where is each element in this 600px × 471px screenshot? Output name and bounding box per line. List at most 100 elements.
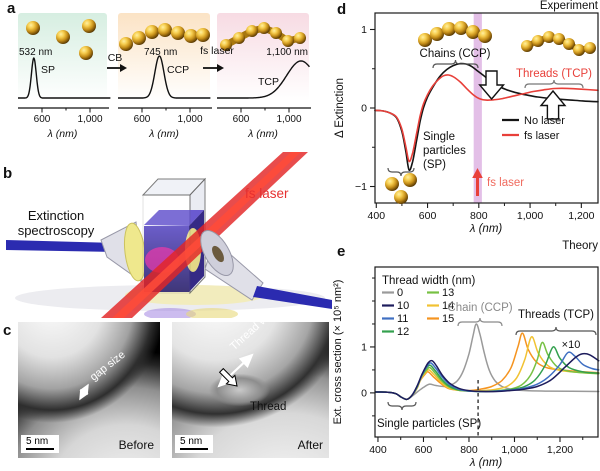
x-tick-label: 400 [368, 210, 386, 222]
gold-nanoparticle [270, 27, 282, 39]
plot-frame [374, 266, 599, 438]
gold-nanoparticle [282, 35, 294, 47]
single-particles-label: Single [423, 131, 455, 143]
cone-right-aperture [212, 245, 224, 263]
x-tick-label: 1,000 [501, 444, 527, 456]
mini-x-axis-label: λ (nm) [148, 128, 179, 140]
x-tick-label: 1,200 [547, 444, 573, 456]
threads-tcp-label: Threads (TCP) [518, 309, 594, 321]
scale-bar-text: 5 nm [26, 435, 49, 447]
brace [524, 79, 584, 89]
scale-bar-before: 5 nm [21, 434, 59, 453]
thread-width-arrow-icon [217, 353, 254, 388]
mini-x-tick-label: 600 [34, 114, 51, 125]
step-arrow-icon [217, 64, 224, 72]
gold-nanoparticle [158, 23, 172, 37]
y-axis-label: Δ Extinction [334, 78, 346, 138]
x-tick-label: 400 [369, 444, 387, 456]
y-tick-label: 0 [361, 387, 367, 399]
gold-nanoparticle [478, 29, 492, 43]
cb-step-label: CB [108, 52, 123, 64]
scale-bar-line [26, 448, 54, 450]
panel-a-spectra-schematic: 600 1,000 λ (nm) 532 nm SP 600 1,000 λ (nm) 745 … [18, 13, 311, 140]
gold-nanoparticle [26, 21, 40, 35]
gold-nanoparticle [553, 33, 565, 45]
panel-d-experiment-chart: 400 600 800 1,000 1,200 −1 0 1 Experiment λ (nm) Δ… [334, 0, 599, 235]
legend-entry-label: No laser [524, 115, 565, 127]
peak-wavelength-label: 1,100 nm [266, 47, 308, 58]
brace [387, 167, 415, 177]
mini-x-tick-label: 600 [233, 114, 250, 125]
y-tick-label: 1 [361, 341, 367, 353]
gold-nanoparticle [454, 21, 468, 35]
peak-wavelength-label: 532 nm [19, 47, 52, 58]
gold-nanoparticle [521, 40, 533, 52]
tem-left-annotations [79, 383, 89, 401]
corner-label-theory: Theory [562, 240, 598, 252]
legend-entry-label: 13 [442, 287, 454, 299]
gold-nanoparticle [294, 32, 306, 44]
tem-image-before: gap size 5 nm Before [18, 322, 160, 458]
brace [515, 326, 597, 336]
scale-bar-line [180, 448, 208, 450]
gold-nanoparticle [442, 22, 456, 36]
panel-label-e: e [337, 243, 346, 260]
gold-nanoparticle [246, 25, 258, 37]
step-arrow-icon [120, 64, 127, 72]
x-axis-label: λ (nm) [469, 457, 503, 469]
y-tick-label: −1 [355, 181, 367, 193]
probe-beam-left [6, 240, 117, 252]
stage-tint-box [18, 13, 107, 101]
mini-x-tick-label: 1,000 [177, 114, 202, 125]
peak-wavelength-label: 745 nm [144, 47, 177, 58]
gold-nanoparticle [119, 37, 133, 51]
tem-image-after: Thread width Thread 5 nm After [172, 322, 329, 458]
fs-laser-marker-arrow-icon [472, 168, 483, 178]
y-axis-label: Ext. cross section (× 10⁵ nm²) [332, 280, 344, 425]
single-particles-label: Single particles (SP) [377, 418, 481, 430]
fs-laser-beam-label: fs laser [245, 186, 289, 201]
mini-spectrum-curve [217, 60, 310, 99]
mini-spectrum-curve [18, 57, 111, 99]
mini-spectrum-curve [118, 55, 211, 99]
legend-title: Thread width (nm) [382, 275, 475, 287]
legend-entry-label: fs laser [524, 130, 560, 142]
legend-entry-label: 14 [442, 300, 454, 312]
fs-laser-wavelength-band [473, 13, 482, 203]
beam-smear-purple [144, 308, 196, 318]
gold-nanoparticle [171, 26, 185, 40]
extinction-label-line1: Extinction [28, 208, 84, 223]
brace [457, 317, 503, 327]
gold-nanoparticle [196, 28, 210, 42]
fs-laser-marker-label: fs laser [487, 177, 524, 189]
x-tick-label: 600 [415, 444, 433, 456]
gold-nanoparticle [258, 22, 270, 34]
thread-label: Thread [250, 401, 287, 413]
increase-block-arrow-icon [539, 89, 567, 120]
gold-nanoparticle [385, 177, 399, 191]
mini-x-tick-label: 1,000 [77, 114, 102, 125]
thread-pointer-arrow-icon [218, 367, 238, 387]
mini-x-axis-label: λ (nm) [247, 128, 278, 140]
brace [387, 401, 417, 411]
gold-nanoparticle [573, 44, 585, 56]
x-tick-label: 1,000 [517, 210, 543, 222]
panel-c-tem-images: gap size 5 nm Before Thread width Thread… [0, 315, 332, 471]
gold-nanoparticle [430, 27, 444, 41]
gold-nanoparticle [584, 42, 596, 54]
gold-nanoparticle [543, 31, 555, 43]
gold-nanoparticle [79, 46, 93, 60]
extinction-label-line2: spectroscopy [18, 223, 95, 238]
chains-ccp-label: Chains (CCP) [420, 48, 491, 60]
gold-nanoparticle [532, 35, 544, 47]
panel-label-d: d [337, 1, 347, 18]
mini-x-tick-label: 1,000 [276, 114, 301, 125]
chain-ccp-label: Chain (CCP) [447, 302, 512, 314]
liquid-surface [144, 210, 204, 226]
single-particles-label: (SP) [423, 159, 446, 171]
gold-nanoparticle [220, 39, 232, 51]
y-tick-label: 1 [361, 24, 367, 36]
panel-e-theory-chart: 400 600 800 1,000 1,200 0 1 Theory λ (nm) Ext. cr… [332, 240, 600, 469]
x-tick-label: 600 [419, 210, 437, 222]
gold-nanoparticle [466, 25, 480, 39]
